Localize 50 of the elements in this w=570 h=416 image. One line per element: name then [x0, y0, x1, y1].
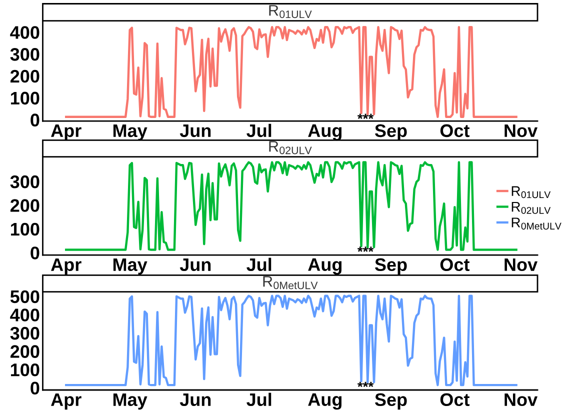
legend-label: R$_{02ULV}$	[512, 202, 551, 214]
x-tick-label: Jun	[180, 393, 211, 406]
x-tick-label: Sep	[374, 124, 407, 141]
x-tick-label: Jun	[180, 124, 211, 138]
chart-title: R$_{02ULV}$	[269, 141, 312, 154]
annotation: ***	[357, 246, 374, 252]
x-tick-label: Aug	[308, 393, 342, 410]
y-tick-label: 200	[10, 199, 40, 212]
x-tick-label: Aug	[308, 124, 342, 141]
y-tick-label: 300	[10, 175, 40, 188]
y-tick-label: 100	[10, 92, 40, 105]
y-tick-label: 200	[10, 345, 40, 358]
x-tick-label: Aug	[308, 258, 342, 275]
x-tick-label: Nov	[504, 124, 538, 138]
y-tick-label: 100	[10, 363, 40, 376]
annotation: ***	[357, 382, 374, 388]
x-tick-label: Oct	[440, 124, 470, 138]
x-tick-label: Sep	[374, 393, 407, 410]
x-tick-label: Apr	[51, 124, 82, 141]
legend-label: R$_{01ULV}$	[512, 186, 551, 198]
y-tick-label: 300	[10, 326, 40, 340]
x-tick-label: Jul	[246, 124, 272, 138]
x-tick-label: Apr	[51, 393, 82, 410]
y-tick-label: 400	[10, 308, 40, 322]
annotation: ***	[357, 114, 374, 119]
x-tick-label: May	[113, 124, 148, 141]
x-tick-label: May	[113, 258, 148, 275]
y-tick-label: 0	[30, 114, 40, 126]
x-tick-label: Jul	[246, 392, 272, 406]
x-tick-label: May	[113, 393, 148, 410]
y-tick-label: 400	[10, 26, 40, 39]
x-tick-label: Nov	[504, 258, 538, 272]
x-tick-label: Oct	[440, 258, 470, 272]
x-tick-label: Apr	[51, 258, 82, 275]
x-tick-label: Jul	[246, 258, 272, 272]
y-tick-label: 0	[30, 246, 40, 260]
x-tick-label: Jun	[180, 258, 211, 272]
line-series	[65, 294, 518, 386]
y-tick-label: 0	[30, 382, 40, 395]
y-tick-label: 200	[10, 70, 40, 83]
legend-label: R$_{0MetULV}$	[512, 218, 562, 230]
chart-title: R$_{0MetULV}$	[263, 276, 318, 290]
x-tick-label: Sep	[374, 258, 407, 275]
y-tick-label: 100	[10, 222, 40, 236]
y-tick-label: 500	[10, 290, 40, 304]
x-tick-label: Nov	[504, 393, 538, 406]
line-series	[65, 26, 518, 118]
y-tick-label: 300	[10, 48, 40, 61]
x-tick-label: Oct	[440, 393, 470, 406]
chart-title: R$_{01ULV}$	[269, 5, 312, 18]
